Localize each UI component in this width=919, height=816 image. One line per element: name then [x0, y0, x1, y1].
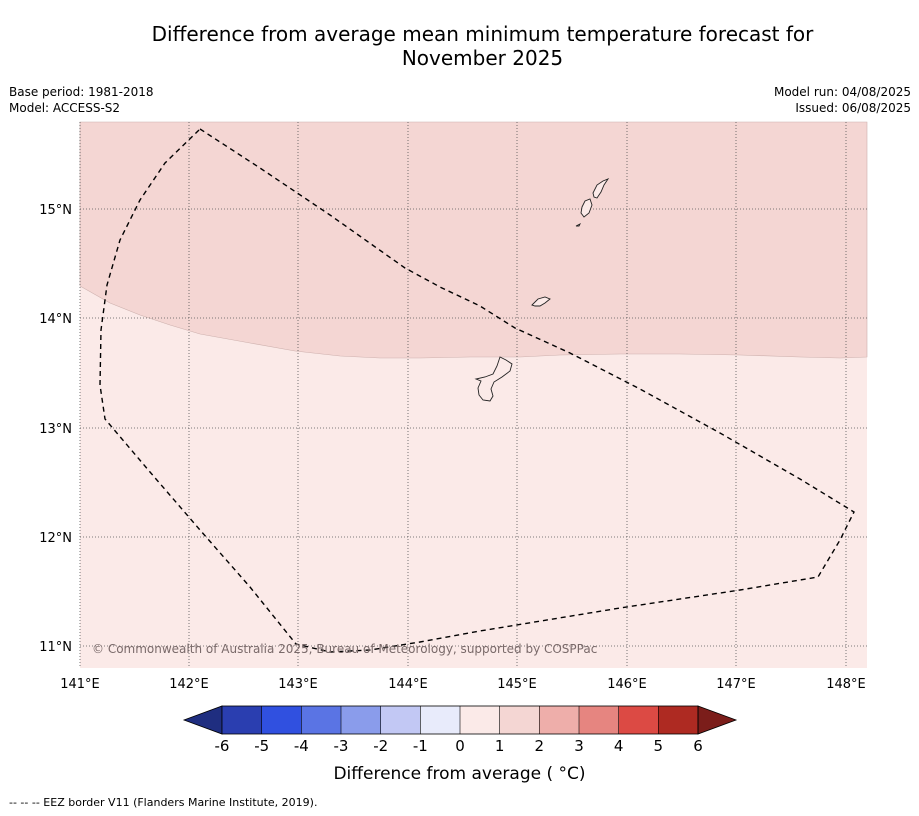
colorbar-ticks: -6 -5 -4 -3 -2 -1 0 1 2 3 4 5 6 — [215, 737, 703, 755]
lat-label-11: 11°N — [39, 640, 72, 655]
map-title-line1: Difference from average mean minimum tem… — [151, 22, 814, 46]
colorbar-bin-0-1 — [460, 706, 500, 734]
colorbar-bin-m6-m5 — [222, 706, 262, 734]
colorbar-tick-m3: -3 — [334, 737, 349, 755]
colorbar-bin-2-3 — [539, 706, 579, 734]
lon-label-143: 143°E — [278, 677, 318, 692]
lon-label-142: 142°E — [169, 677, 209, 692]
map-title: Difference from average mean minimum tem… — [0, 22, 919, 70]
colorbar-tick-m4: -4 — [294, 737, 309, 755]
lat-label-14: 14°N — [39, 312, 72, 327]
colorbar-bin-m3-m2 — [341, 706, 381, 734]
colorbar-bin-m4-m3 — [301, 706, 341, 734]
colorbar-extend-high — [697, 705, 738, 735]
colorbar-tick-4: 4 — [614, 737, 624, 755]
model-text: Model: ACCESS-S2 — [9, 101, 121, 115]
copyright-text: © Commonwealth of Australia 2025, Bureau… — [92, 642, 597, 656]
colorbar-bin-m5-m4 — [261, 706, 302, 734]
model-run-text: Model run: 04/08/2025 — [773, 85, 911, 99]
colorbar-tick-5: 5 — [654, 737, 664, 755]
gridlines — [79, 122, 867, 668]
island-guam — [474, 356, 513, 402]
map-panel: © Commonwealth of Australia 2025, Bureau… — [79, 121, 868, 668]
lon-label-145: 145°E — [497, 677, 537, 692]
colorbar: -6 -5 -4 -3 -2 -1 0 1 2 3 4 5 6 — [182, 705, 738, 755]
lat-label-15: 15°N — [39, 203, 72, 218]
colorbar-dividers — [261, 706, 659, 734]
lon-label-148: 148°E — [826, 677, 866, 692]
colorbar-bin-m2-m1 — [380, 706, 421, 734]
colorbar-bin-5-6 — [658, 706, 698, 734]
lat-labels: 15°N 14°N 13°N 12°N 11°N — [39, 203, 72, 655]
colorbar-tick-m2: -2 — [373, 737, 388, 755]
map-title-line2: November 2025 — [401, 46, 564, 70]
colorbar-tick-6: 6 — [693, 737, 703, 755]
lon-label-146: 146°E — [607, 677, 647, 692]
eez-footnote: -- -- -- EEZ border V11 (Flanders Marine… — [9, 796, 318, 809]
lon-label-147: 147°E — [716, 677, 756, 692]
colorbar-tick-m6: -6 — [215, 737, 230, 755]
island-rota — [531, 296, 551, 307]
colorbar-bin-3-4 — [579, 706, 619, 734]
lon-label-141: 141°E — [60, 677, 100, 692]
base-period-text: Base period: 1981-2018 — [9, 85, 154, 99]
lon-labels: 141°E 142°E 143°E 144°E 145°E 146°E 147°… — [60, 677, 866, 692]
meta-left: Base period: 1981-2018 Model: ACCESS-S2 — [9, 84, 154, 116]
issued-text: Issued: 06/08/2025 — [795, 101, 911, 115]
lat-label-13: 13°N — [39, 422, 72, 437]
lon-label-144: 144°E — [388, 677, 428, 692]
islands — [474, 178, 610, 402]
meta-right: Model run: 04/08/2025 Issued: 06/08/2025 — [774, 84, 911, 116]
colorbar-extend-low — [182, 705, 223, 735]
colorbar-bin-4-5 — [618, 706, 659, 734]
eez-border — [99, 128, 855, 653]
lat-label-12: 12°N — [39, 531, 72, 546]
colorbar-tick-0: 0 — [455, 737, 465, 755]
island-aguijan — [575, 222, 582, 227]
colorbar-label: Difference from average ( °C) — [333, 764, 586, 784]
colorbar-tick-1: 1 — [495, 737, 505, 755]
colorbar-tick-m1: -1 — [413, 737, 428, 755]
colorbar-tick-2: 2 — [535, 737, 545, 755]
island-saipan — [592, 178, 610, 199]
colorbar-tick-m5: -5 — [254, 737, 269, 755]
colorbar-bin-1-2 — [499, 706, 540, 734]
colorbar-tick-3: 3 — [574, 737, 584, 755]
island-tinian — [580, 198, 593, 218]
colorbar-bin-m1-0 — [420, 706, 460, 734]
anomaly-region-1-to-2 — [79, 121, 868, 359]
